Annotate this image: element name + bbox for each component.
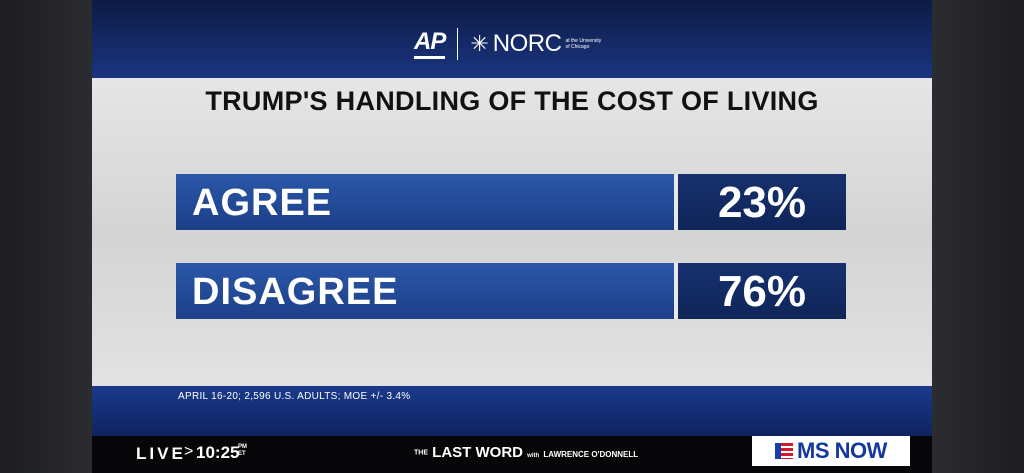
poll-row-disagree: DISAGREE 76%: [176, 263, 846, 319]
right-letterbox: [932, 0, 1024, 473]
uchicago-label: at the University of Chicago: [565, 38, 602, 50]
network-name: MS NOW: [797, 438, 887, 463]
logos: AP ✳ NORC at the University of Chicago: [414, 26, 601, 62]
poll-row-agree: AGREE 23%: [176, 174, 846, 230]
flag-icon: [775, 443, 794, 459]
poll-title: TRUMP'S HANDLING OF THE COST OF LIVING: [205, 86, 819, 116]
poll-source: APRIL 16-20; 2,596 U.S. ADULTS; MOE +/- …: [178, 391, 411, 402]
chevron-right-icon: >: [184, 443, 194, 460]
clock-ampm: PM ET: [238, 444, 247, 458]
show-with: with: [527, 453, 540, 459]
clock-time: 10:25: [196, 443, 240, 462]
poll-row-label: AGREE: [176, 174, 674, 230]
poll-row-value: 23%: [678, 174, 846, 230]
logo-divider: [457, 28, 459, 60]
ampm-label: PM: [238, 444, 247, 450]
live-indicator: LIVE: [136, 444, 186, 463]
header-band: AP ✳ NORC at the University of Chicago: [92, 0, 932, 78]
left-letterbox: [0, 0, 92, 473]
broadcast-graphic: AP ✳ NORC at the University of Chicago T…: [92, 0, 932, 473]
poll-row-value: 76%: [678, 263, 846, 319]
norc-star-icon: ✳: [470, 31, 489, 56]
network-logo: MS NOW: [752, 436, 910, 466]
source-band: APRIL 16-20; 2,596 U.S. ADULTS; MOE +/- …: [92, 386, 932, 436]
show-the: THE: [414, 449, 428, 457]
show-title: THE LAST WORD with LAWRENCE O'DONNELL: [414, 444, 638, 461]
bar-gap: [674, 174, 678, 230]
bar-gap: [674, 263, 678, 319]
poll-row-label: DISAGREE: [176, 263, 674, 319]
lower-ticker: LIVE > 10:25 PM ET THE LAST WORD with LAW…: [92, 436, 932, 473]
ap-logo: AP: [414, 29, 446, 59]
norc-logo: NORC: [492, 30, 562, 57]
show-name: LAST WORD: [432, 444, 523, 461]
timezone-label: ET: [238, 451, 246, 457]
poll-panel: TRUMP'S HANDLING OF THE COST OF LIVING A…: [92, 78, 932, 386]
show-host: LAWRENCE O'DONNELL: [543, 450, 639, 459]
